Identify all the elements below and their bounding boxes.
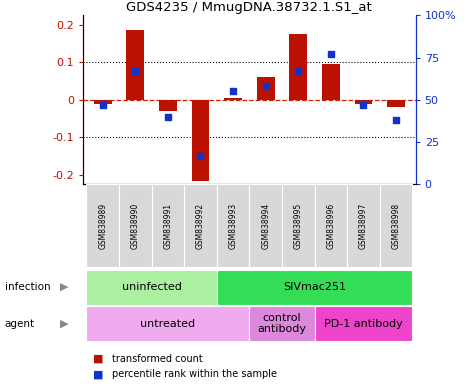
Text: untreated: untreated	[140, 318, 195, 329]
Text: agent: agent	[5, 318, 35, 329]
Bar	[380, 184, 412, 267]
Point	[294, 68, 302, 74]
Text: GSM838997: GSM838997	[359, 202, 368, 249]
Text: GSM838996: GSM838996	[326, 202, 335, 249]
Bar	[217, 270, 412, 305]
Point	[132, 68, 139, 74]
Bar	[86, 306, 249, 341]
Text: GSM838989: GSM838989	[98, 202, 107, 249]
Text: GSM838992: GSM838992	[196, 202, 205, 249]
Bar	[289, 34, 307, 100]
Point	[360, 102, 367, 108]
Text: uninfected: uninfected	[122, 282, 181, 292]
Bar	[126, 30, 144, 100]
Bar	[282, 184, 314, 267]
Text: PD-1 antibody: PD-1 antibody	[324, 318, 403, 329]
Point	[262, 83, 269, 89]
Bar	[119, 184, 152, 267]
Bar	[86, 184, 119, 267]
Text: infection: infection	[5, 282, 50, 292]
Bar	[387, 100, 405, 108]
Bar	[224, 98, 242, 100]
Point	[164, 114, 171, 120]
Bar	[217, 184, 249, 267]
Text: percentile rank within the sample: percentile rank within the sample	[112, 369, 276, 379]
Point	[99, 102, 106, 108]
Text: GSM838991: GSM838991	[163, 202, 172, 249]
Text: GSM838995: GSM838995	[294, 202, 303, 249]
Text: ▶: ▶	[60, 318, 68, 329]
Bar	[152, 184, 184, 267]
Bar	[314, 184, 347, 267]
Bar	[249, 184, 282, 267]
Text: GSM838994: GSM838994	[261, 202, 270, 249]
Text: GSM838990: GSM838990	[131, 202, 140, 249]
Bar	[322, 64, 340, 100]
Text: transformed count: transformed count	[112, 354, 202, 364]
Text: control
antibody: control antibody	[257, 313, 306, 334]
Text: GSM838998: GSM838998	[391, 202, 400, 249]
Text: ■: ■	[93, 369, 103, 379]
Text: ■: ■	[93, 354, 103, 364]
Bar	[191, 100, 209, 180]
Text: GSM838993: GSM838993	[228, 202, 238, 249]
Bar	[249, 306, 314, 341]
Bar	[256, 77, 275, 100]
Bar	[86, 270, 217, 305]
Bar	[159, 100, 177, 111]
Text: SIVmac251: SIVmac251	[283, 282, 346, 292]
Bar	[314, 306, 412, 341]
Point	[327, 51, 335, 57]
Point	[229, 88, 237, 94]
Point	[197, 152, 204, 159]
Bar	[94, 100, 112, 104]
Text: ▶: ▶	[60, 282, 68, 292]
Title: GDS4235 / MmugDNA.38732.1.S1_at: GDS4235 / MmugDNA.38732.1.S1_at	[126, 1, 372, 14]
Bar	[354, 100, 372, 104]
Bar	[184, 184, 217, 267]
Point	[392, 117, 400, 123]
Bar	[347, 184, 380, 267]
